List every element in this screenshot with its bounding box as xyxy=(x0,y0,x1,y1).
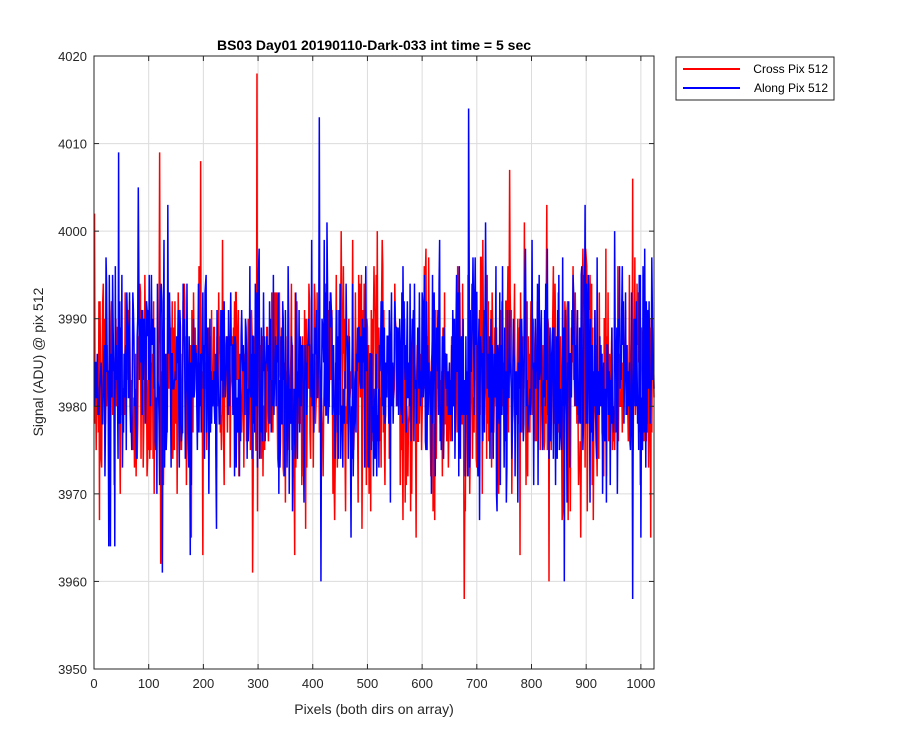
x-tick-label: 400 xyxy=(302,676,324,691)
y-tick-label: 4000 xyxy=(58,224,87,239)
tick-labels: 0 100 200 300 400 500 600 700 800 900 1000 3950 3960… xyxy=(58,49,655,691)
y-tick-label: 4010 xyxy=(58,137,87,152)
legend-box xyxy=(675,56,835,101)
x-axis-label: Pixels (both dirs on array) xyxy=(294,701,454,717)
x-tick-label: 100 xyxy=(138,676,160,691)
x-tick-label: 1000 xyxy=(626,676,655,691)
x-tick-label: 900 xyxy=(575,676,597,691)
y-tick-label: 3980 xyxy=(58,399,87,414)
axis-ticks xyxy=(93,55,654,670)
y-tick-label: 3960 xyxy=(58,574,87,589)
x-tick-label: 0 xyxy=(90,676,97,691)
x-tick-label: 700 xyxy=(466,676,488,691)
legend-label-along: Along Pix 512 xyxy=(754,81,828,95)
x-tick-label: 800 xyxy=(521,676,543,691)
y-tick-label: 4020 xyxy=(58,49,87,64)
x-tick-label: 500 xyxy=(357,676,379,691)
chart-title: BS03 Day01 20190110-Dark-033 int time = … xyxy=(217,37,531,53)
y-tick-label: 3970 xyxy=(58,487,87,502)
y-axis-label: Signal (ADU) @ pix 512 xyxy=(30,287,46,436)
x-tick-label: 200 xyxy=(193,676,215,691)
y-tick-label: 3990 xyxy=(58,312,87,327)
y-tick-label: 3950 xyxy=(58,662,87,677)
plot-area-border xyxy=(93,55,655,670)
x-tick-label: 300 xyxy=(247,676,269,691)
series-line-along xyxy=(93,108,655,599)
x-tick-label: 600 xyxy=(411,676,433,691)
legend: Cross Pix 512 Along Pix 512 xyxy=(675,56,835,101)
plot-lines xyxy=(93,73,655,599)
legend-label-cross: Cross Pix 512 xyxy=(753,62,828,76)
